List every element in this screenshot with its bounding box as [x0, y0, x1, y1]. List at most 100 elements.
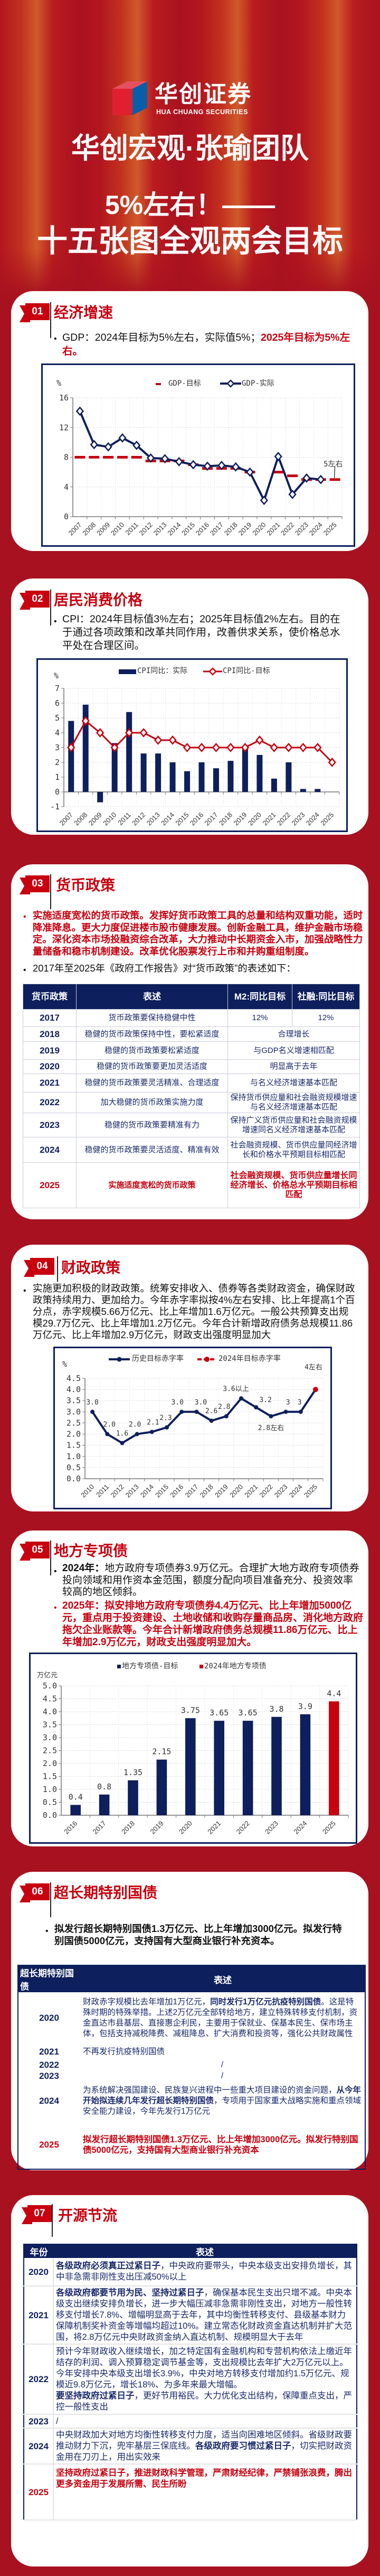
- deficit-point: [90, 1410, 95, 1414]
- text-2024: 2024年：地方政府专项债券3.9万亿元。合理扩大地方政府专项债券投向领域和用作…: [62, 1563, 361, 1599]
- text-normal: 。这是特殊时期的特殊举措。上述2万亿元全部转给地方，建立特殊转移支付机制，资金直…: [83, 1998, 358, 2038]
- data-label: 3: [298, 1398, 302, 1406]
- y-tick-label: 2.0: [66, 1430, 81, 1439]
- col-header: 表述: [76, 984, 228, 1010]
- bond-bar: [156, 1759, 167, 1815]
- x-tick-label: 2008: [81, 521, 97, 537]
- x-tick-label: 2011: [124, 521, 140, 537]
- data-label: 1.35: [124, 1768, 142, 1777]
- legend-swatch-target: [117, 1665, 121, 1668]
- section-number: 06: [25, 1883, 50, 1900]
- x-tick-label: 2008: [72, 811, 89, 827]
- gdp-actual-point: [217, 461, 226, 470]
- x-tick-label: 2020: [177, 1819, 194, 1836]
- section-text: CPI：2024年目标值3%左右；2025年目标值2%左右。目的在于通过各项政策…: [62, 613, 340, 651]
- data-label: 4左右: [305, 1364, 322, 1371]
- y-tick-label: 0.5: [43, 1798, 57, 1807]
- cpi-actual-bar: [126, 712, 132, 792]
- gdp-actual-point: [274, 452, 282, 462]
- x-tick-label: 2009: [95, 521, 111, 537]
- cpi-target-point: [299, 743, 307, 752]
- cpi-actual-bar: [184, 771, 191, 792]
- logo-icon: [112, 81, 147, 115]
- deficit-point: [120, 1441, 125, 1445]
- x-tick-label: 2021: [206, 1819, 222, 1836]
- x-tick-label: 2022: [258, 1483, 274, 1499]
- target-cell: 明显高于去年: [227, 1059, 360, 1074]
- y-tick-label: -1: [50, 802, 60, 811]
- data-label: 3.6以上: [223, 1385, 249, 1393]
- x-tick-label: 2025: [319, 811, 335, 827]
- table-row-highlight: 2025 拟发行超长期特别国债1.3万亿元、比上年增加3000亿元。拟发行特别国债…: [18, 2121, 365, 2169]
- desc-cell: 拟发行超长期特别国债1.3万亿元、比上年增加3000亿元。拟发行特别国债5000…: [83, 2134, 358, 2155]
- data-label: 2.8: [218, 1403, 230, 1411]
- text-2025: 2025年：拟安排地方政府专项债券4.4万亿元、比上年增加5000亿元，重点用于…: [62, 1600, 364, 1648]
- x-tick-label: 2016: [62, 1819, 79, 1836]
- y-tick-label: 3.0: [66, 1407, 81, 1416]
- legend-swatch-actual: [220, 379, 241, 388]
- section-text: 拟发行超长期特别国债1.3万亿元、比上年增加3000亿元。拟发行特别国债5000…: [54, 1923, 342, 1946]
- cpi-actual-bar: [256, 755, 263, 792]
- monetary-policy-table: 货币政策 表述 M2:同比目标 社融:同比目标 2017 货币政策要保持稳健中性 1…: [23, 984, 360, 1208]
- section-number: 03: [25, 875, 50, 892]
- x-tick-label: 2013: [152, 521, 168, 537]
- x-tick-label: 2021: [261, 811, 277, 827]
- divider: [50, 1541, 51, 1575]
- deficit-point: [224, 1414, 229, 1418]
- desc-cell: 加大稳健的货币政策实施力度: [76, 1092, 228, 1113]
- section-number: 04: [30, 1258, 54, 1275]
- x-tick-label: 2014: [159, 811, 176, 827]
- cpi-target-point: [197, 743, 206, 752]
- y-tick-label: 2.5: [66, 1418, 81, 1427]
- bullet-icon: •: [54, 334, 57, 343]
- data-label: 3.0: [171, 1398, 183, 1406]
- year-cell: 2017: [23, 1009, 77, 1027]
- y-unit: %: [56, 378, 62, 388]
- divider: [57, 1256, 58, 1282]
- bond-bar: [70, 1805, 81, 1815]
- target-cell: 与GDP名义增速相匹配: [227, 1041, 360, 1060]
- cpi-actual-bar: [111, 743, 118, 792]
- hero-banner: [0, 0, 380, 296]
- table-row: 2023 稳健的货币政策要精准有力 保持广义货币供应量和社会融资规模增速同名义经济增…: [23, 1113, 360, 1137]
- gdp-actual-point: [288, 489, 297, 499]
- target-cell: 与名义经济增速基本匹配: [227, 1074, 360, 1093]
- table-row: 2022 /: [18, 2059, 365, 2070]
- legend-target: GDP-目标: [168, 379, 201, 388]
- year-cell: 2023: [23, 1113, 77, 1137]
- year-cell: 2025: [24, 2464, 54, 2521]
- team-name: 华创宏观·张瑜团队: [71, 133, 309, 164]
- cpi-actual-bar: [97, 792, 103, 802]
- deficit-point: [298, 1410, 303, 1414]
- gdp-actual-point: [146, 453, 155, 463]
- y-unit: %: [54, 671, 59, 680]
- logo-text-en: HUA CHUANG SECURITIES: [156, 108, 248, 116]
- cpi-actual-bar: [140, 753, 147, 792]
- x-tick-label: 2024: [308, 521, 324, 537]
- deficit-point: [165, 1425, 169, 1430]
- legend-swatch-target: [203, 667, 222, 676]
- section-number: 05: [25, 1542, 50, 1558]
- y-unit: 万亿元: [37, 1672, 58, 1679]
- data-label: 3.65: [210, 1708, 229, 1718]
- text-normal: ，专项用于国家重大战略实施和重点领域安全能力建设，今年先发行1万亿元: [83, 2096, 362, 2116]
- y-tick-label: 3.5: [66, 1396, 81, 1405]
- x-tick-label: 2025: [302, 1483, 319, 1499]
- data-label: 3.65: [239, 1708, 258, 1718]
- y-tick-label: 2.5: [43, 1746, 57, 1756]
- x-tick-label: 2010: [109, 521, 126, 537]
- gdp-actual-point: [245, 467, 254, 477]
- year-cell: 2021: [23, 1074, 77, 1093]
- cpi-actual-bar: [213, 768, 219, 792]
- year-cell: 2024: [23, 1137, 77, 1163]
- deficit-point: [254, 1405, 259, 1410]
- col-header: 货币政策: [23, 984, 77, 1010]
- desc-cell: 稳健的货币政策保持中性，要松紧适度: [76, 1026, 228, 1042]
- desc-cell: 稳健的货币政策要灵活适度、精准有效: [76, 1137, 228, 1163]
- legend-swatch-history: [109, 1357, 130, 1362]
- bullet-icon: •: [54, 617, 57, 626]
- col-header: M2:同比目标: [227, 984, 292, 1010]
- legend-target: 地方专项债-目标: [122, 1662, 178, 1670]
- special-bond-chart: 0.0 0.5 1.0 1.5 2.0 2.5 3.0 3.5 4.0 4.5 5.0 2016 201…: [29, 1653, 357, 1844]
- bond-bar: [99, 1794, 110, 1815]
